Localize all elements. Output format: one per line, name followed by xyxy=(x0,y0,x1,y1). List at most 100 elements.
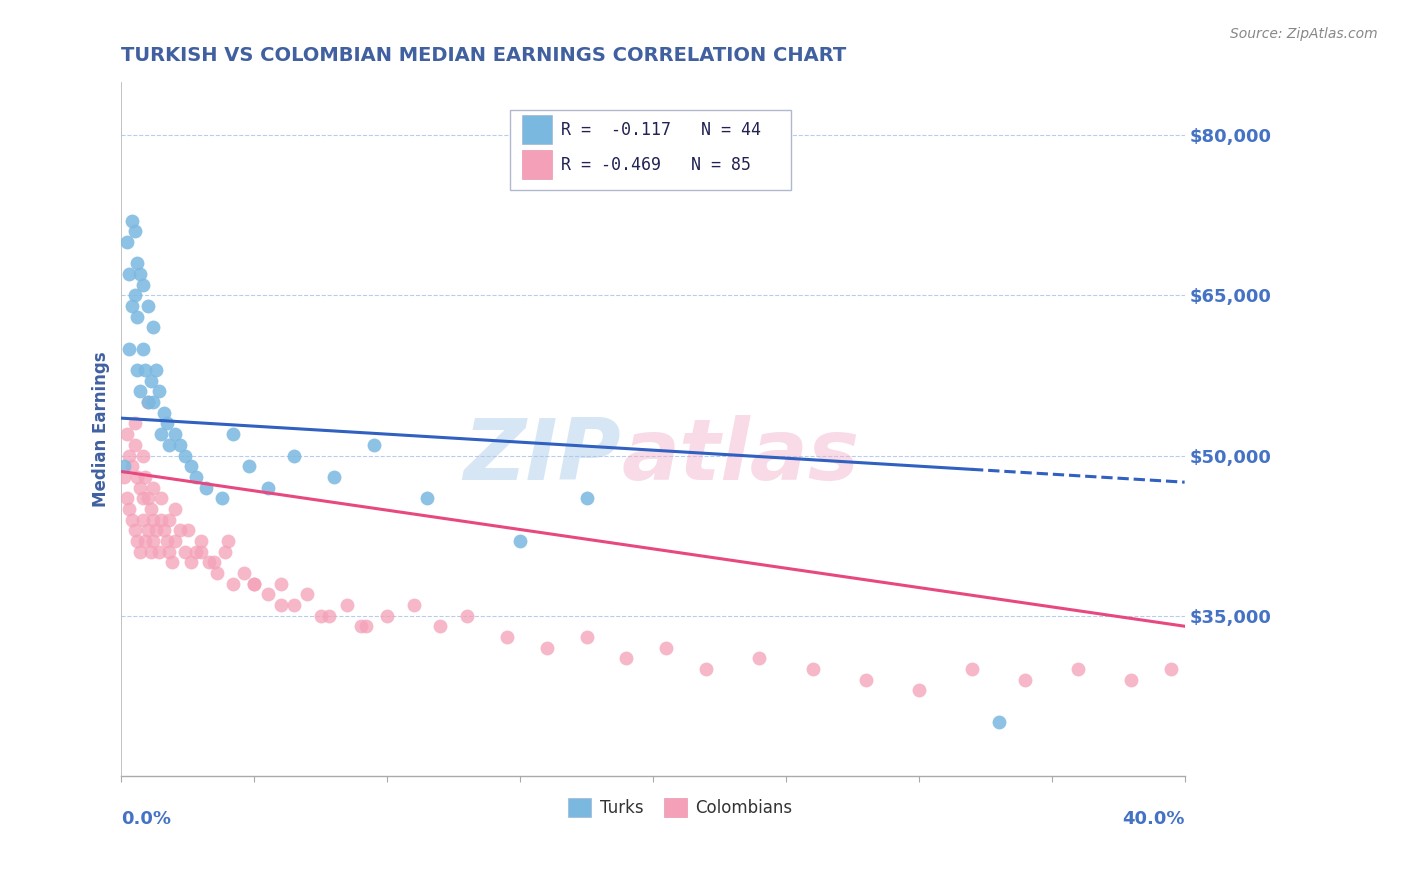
Point xyxy=(987,715,1010,730)
Point xyxy=(429,619,451,633)
Point xyxy=(180,459,202,474)
Point xyxy=(127,256,149,270)
Point xyxy=(350,619,373,633)
Point xyxy=(748,651,770,665)
Point xyxy=(124,523,146,537)
Point xyxy=(801,662,824,676)
Point xyxy=(112,470,135,484)
Point xyxy=(211,491,233,505)
Point xyxy=(134,363,156,377)
Point xyxy=(283,598,305,612)
Point xyxy=(150,427,173,442)
Point xyxy=(129,544,152,558)
Point xyxy=(323,470,346,484)
Point xyxy=(129,267,152,281)
Point xyxy=(148,384,170,399)
Point xyxy=(131,491,153,505)
Point xyxy=(118,449,141,463)
Point xyxy=(145,523,167,537)
Point xyxy=(156,417,179,431)
Bar xyxy=(568,797,592,817)
Point xyxy=(127,310,149,324)
Point xyxy=(115,491,138,505)
Point xyxy=(131,512,153,526)
Point xyxy=(190,544,212,558)
Point xyxy=(283,449,305,463)
Point xyxy=(160,555,183,569)
Point xyxy=(131,449,153,463)
Point xyxy=(121,459,143,474)
Point xyxy=(354,619,377,633)
Point xyxy=(336,598,359,612)
Point xyxy=(142,512,165,526)
Point xyxy=(150,512,173,526)
Text: atlas: atlas xyxy=(621,415,859,498)
Point xyxy=(129,384,152,399)
Point xyxy=(121,299,143,313)
Point xyxy=(124,417,146,431)
Point xyxy=(139,374,162,388)
Point xyxy=(575,491,598,505)
Point xyxy=(142,481,165,495)
Point xyxy=(174,449,197,463)
Point xyxy=(960,662,983,676)
Point xyxy=(908,683,931,698)
Point xyxy=(363,438,385,452)
Point xyxy=(616,651,638,665)
Text: 0.0%: 0.0% xyxy=(121,810,172,829)
Text: R = -0.469   N = 85: R = -0.469 N = 85 xyxy=(561,155,751,174)
FancyBboxPatch shape xyxy=(509,110,792,190)
Bar xyxy=(522,115,553,145)
Point xyxy=(536,640,558,655)
Point xyxy=(156,533,179,548)
Point xyxy=(243,576,266,591)
Text: Turks: Turks xyxy=(600,798,644,816)
Point xyxy=(222,576,245,591)
Point xyxy=(115,235,138,249)
Point xyxy=(1121,673,1143,687)
Point xyxy=(855,673,877,687)
Point xyxy=(142,533,165,548)
Point xyxy=(136,523,159,537)
Point xyxy=(695,662,717,676)
Point xyxy=(139,544,162,558)
Point xyxy=(190,533,212,548)
Point xyxy=(222,427,245,442)
Point xyxy=(121,213,143,227)
Point xyxy=(256,587,278,601)
Point xyxy=(142,320,165,334)
Bar xyxy=(522,150,553,179)
Point xyxy=(177,523,200,537)
Point xyxy=(238,459,260,474)
Point xyxy=(256,481,278,495)
Point xyxy=(184,470,207,484)
Point xyxy=(157,438,180,452)
Point xyxy=(169,523,191,537)
Point xyxy=(169,438,191,452)
Point xyxy=(205,566,228,580)
Point xyxy=(118,501,141,516)
Text: Colombians: Colombians xyxy=(696,798,793,816)
Bar xyxy=(664,797,688,817)
Point xyxy=(204,555,226,569)
Point xyxy=(127,533,149,548)
Point xyxy=(195,481,218,495)
Point xyxy=(118,342,141,356)
Point xyxy=(1160,662,1182,676)
Point xyxy=(153,523,176,537)
Point xyxy=(142,395,165,409)
Point xyxy=(456,608,478,623)
Point xyxy=(270,598,292,612)
Point xyxy=(121,512,143,526)
Point xyxy=(163,533,186,548)
Point xyxy=(575,630,598,644)
Point xyxy=(402,598,425,612)
Point xyxy=(198,555,221,569)
Point xyxy=(163,501,186,516)
Point xyxy=(655,640,678,655)
Point xyxy=(509,533,531,548)
Point xyxy=(416,491,439,505)
Point xyxy=(309,608,332,623)
Point xyxy=(112,459,135,474)
Point xyxy=(180,555,202,569)
